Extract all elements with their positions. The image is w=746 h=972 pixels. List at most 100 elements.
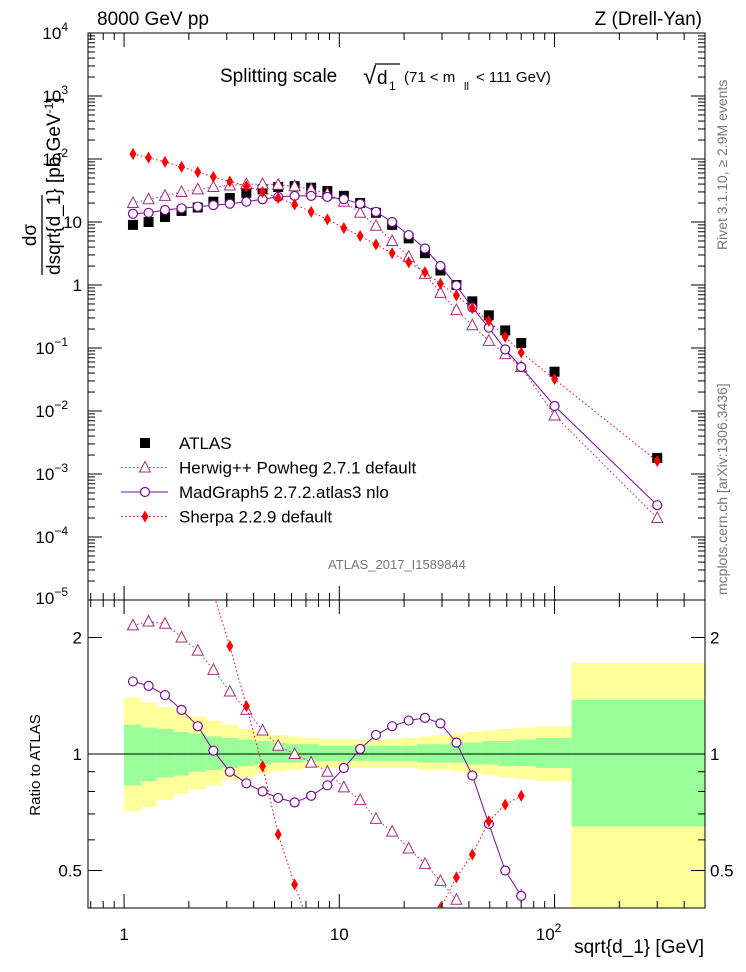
madgraph-ratio-point-12: [322, 780, 333, 791]
herwig-ratio-point-15: [369, 811, 383, 824]
band-inner-26: [571, 699, 705, 827]
main-ylabel-bottom: dsqrt{d_1} [pb,GeV-1]: [42, 97, 65, 275]
madgraph-ratio-point-16: [387, 721, 398, 732]
atlas-point-1: [143, 217, 154, 227]
band-inner-0: [124, 724, 142, 786]
sherpa-ratio-point-2: [259, 760, 267, 773]
band-inner-15: [368, 745, 385, 761]
band-inner-20: [449, 742, 467, 763]
herwig-line: [132, 183, 658, 519]
sherpa-ratio-point-7: [468, 848, 476, 861]
sherpa-point-13: [340, 222, 348, 235]
madgraph-point-24: [516, 361, 527, 373]
atlas-point-24: [516, 338, 527, 349]
legend-marker-herwig: [138, 460, 152, 473]
sherpa-ratio-point-10: [517, 789, 525, 802]
main-y-tick-label-0: 104: [42, 20, 68, 43]
sherpa-point-7: [242, 180, 250, 193]
sherpa-ratio-point-6: [452, 871, 460, 884]
main-y-tick-label-4: 1: [73, 276, 82, 295]
sherpa-ratio-point-3: [274, 828, 282, 841]
band-inner-24: [514, 739, 536, 767]
madgraph-ratio-point-13: [338, 762, 349, 774]
x-tick-label-1: 10: [330, 925, 349, 944]
herwig-ratio-point-11: [304, 755, 318, 768]
herwig-ratio-point-6: [223, 684, 237, 697]
herwig-point-14: [353, 205, 367, 218]
band-inner-13: [335, 745, 353, 761]
main-y-tick-label-7: 10−3: [35, 461, 68, 484]
madgraph-ratio-point-11: [306, 790, 317, 801]
madgraph-ratio-point-3: [176, 704, 187, 716]
plot-title-sub-end: < 111 GeV): [476, 69, 551, 86]
legend-marker-madgraph: [139, 486, 151, 498]
herwig-point-19: [434, 285, 447, 298]
legend-label-madgraph: MadGraph5 2.7.2.atlas3 nlo: [179, 483, 389, 502]
herwig-ratio-point-16: [385, 824, 399, 837]
madgraph-ratio-point-23: [500, 865, 511, 876]
madgraph-ratio-point-21: [467, 770, 478, 781]
madgraph-point-20: [451, 280, 462, 291]
sherpa-point-5: [209, 170, 217, 183]
madgraph-point-7: [241, 196, 252, 207]
ratio-y-tick-label-1: 1: [73, 745, 82, 764]
herwig-point-9: [271, 177, 285, 190]
ratio-y-tick-label-right-2: 0.5: [710, 861, 734, 880]
main-y-tick-label-3: 10: [63, 213, 82, 232]
band-inner-19: [433, 744, 450, 763]
madgraph-ratio-point-8: [257, 786, 268, 797]
main-y-tick-label-5: 10−1: [35, 335, 68, 358]
band-inner-4: [188, 733, 206, 772]
main-y-tick-label-2: 102: [42, 146, 68, 169]
herwig-ratio-point-18: [418, 856, 432, 869]
herwig-ratio-point-4: [191, 643, 205, 656]
madgraph-ratio-point-7: [241, 778, 252, 789]
madgraph-point-11: [306, 190, 317, 201]
madgraph-ratio-point-18: [419, 712, 431, 723]
madgraph-point-15: [370, 206, 382, 217]
madgraph-point-18: [419, 243, 431, 254]
ratio-y-tick-label-right-1: 1: [710, 745, 719, 764]
sherpa-point-18: [421, 266, 429, 279]
main-y-tick-label-1: 103: [42, 83, 68, 106]
ratio-y-tick-label-2: 0.5: [58, 861, 82, 880]
band-inner-11: [303, 744, 320, 761]
sherpa-point-6: [226, 175, 234, 188]
sherpa-point-12: [323, 213, 331, 226]
sherpa-ratio-point-1: [242, 700, 250, 713]
sherpa-point-23: [501, 330, 509, 343]
madgraph-point-4: [192, 201, 203, 212]
atlas-point-21: [467, 296, 478, 307]
atlas-point-23: [500, 325, 511, 336]
herwig-point-15: [369, 218, 383, 231]
herwig-ratio-point-12: [321, 764, 334, 777]
madgraph-ratio-point-20: [451, 737, 462, 748]
main-y-tick-label-8: 10−4: [35, 524, 68, 547]
madgraph-ratio-point-2: [159, 689, 171, 701]
madgraph-point-16: [387, 216, 398, 228]
legend: ATLAS Herwig++ Powheg 2.7.1 default MadGra…: [121, 434, 416, 527]
herwig-point-25: [548, 408, 561, 421]
madgraph-ratio-point-0: [127, 676, 139, 687]
plot-title: Splitting scale √ d 1 (71 < m ll < 111 G…: [220, 63, 551, 93]
madgraph-point-17: [403, 229, 414, 241]
main-ylabel-top: dσ: [20, 224, 41, 247]
sherpa-point-20: [452, 289, 460, 302]
herwig-point-1: [142, 192, 155, 205]
herwig-ratio-point-17: [402, 841, 415, 854]
sherpa-point-15: [372, 238, 380, 251]
ratio-plot-marks: [126, 600, 527, 908]
sherpa-point-19: [436, 277, 444, 290]
sherpa-point-14: [356, 229, 364, 242]
band-inner-25: [535, 737, 572, 769]
herwig-point-26: [650, 510, 664, 524]
madgraph-point-1: [143, 207, 154, 218]
band-inner-16: [384, 745, 402, 761]
plot-title-main: Splitting scale: [220, 66, 337, 87]
band-inner-2: [156, 729, 174, 778]
sherpa-ratio-point-4: [291, 878, 299, 891]
madgraph-ratio-point-4: [192, 721, 203, 732]
plot-title-d: d: [377, 68, 388, 89]
herwig-ratio-point-14: [353, 793, 367, 806]
